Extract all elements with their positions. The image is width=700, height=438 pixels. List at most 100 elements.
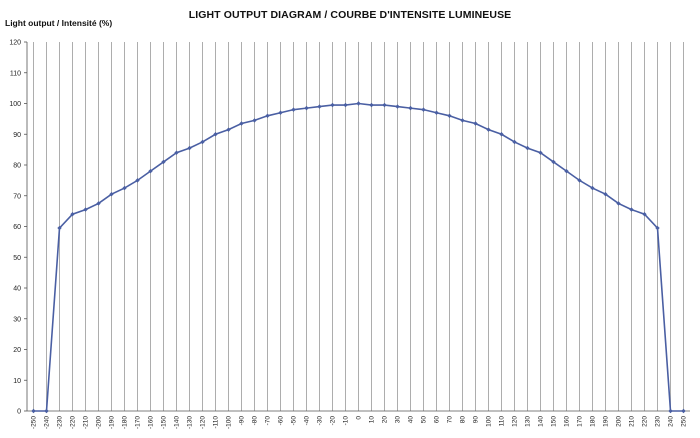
data-point-marker (57, 225, 62, 231)
data-point-marker (356, 101, 361, 106)
y-tick-label: 50 (13, 255, 21, 262)
x-tick-label: -140 (174, 416, 181, 429)
data-point-marker (44, 408, 49, 414)
data-point-marker (70, 212, 75, 217)
data-point-marker (460, 118, 465, 123)
y-tick-label: 0 (17, 409, 21, 416)
data-point-marker (135, 178, 140, 183)
y-tick-label: 70 (13, 193, 21, 200)
x-tick-label: 100 (486, 416, 493, 427)
y-tick-label: 110 (10, 70, 21, 77)
data-point-marker (395, 104, 400, 109)
data-point-marker (447, 113, 452, 118)
data-point-marker (122, 185, 127, 191)
data-point-marker (590, 185, 595, 191)
x-tick-label: -250 (31, 416, 38, 429)
data-point-marker (538, 150, 543, 155)
y-tick-label: 120 (9, 40, 21, 47)
x-tick-label: -170 (135, 416, 142, 429)
data-point-marker (408, 105, 413, 111)
x-tick-label: 230 (655, 416, 662, 427)
axes (24, 41, 690, 412)
x-tick-label: -130 (187, 416, 194, 429)
data-point-marker (369, 102, 374, 108)
x-tick-label: 110 (499, 416, 506, 427)
x-tick-label: -60 (278, 416, 285, 426)
x-tick-label: -120 (200, 416, 207, 429)
data-point-marker (213, 132, 218, 137)
x-tick-label: 120 (512, 416, 519, 427)
x-tick-label: -20 (330, 416, 337, 426)
data-point-marker (291, 107, 296, 112)
data-point-marker (252, 118, 257, 123)
y-tick-label: 90 (13, 132, 21, 139)
data-point-marker (161, 159, 166, 165)
x-tick-label: 60 (434, 416, 441, 424)
x-tick-label: -50 (291, 416, 298, 426)
x-tick-label: 30 (395, 416, 402, 424)
data-point-marker (551, 159, 556, 165)
data-point-marker (317, 104, 322, 109)
x-tick-label: 190 (603, 416, 610, 427)
data-point-marker (642, 212, 647, 217)
y-tick-label: 10 (13, 378, 21, 385)
data-point-marker (681, 408, 686, 414)
x-tick-label: 220 (642, 416, 649, 427)
x-tick-label: -70 (265, 416, 272, 426)
x-tick-label: 0 (356, 416, 363, 420)
y-axis-label: Light output / Intensité (%) (5, 18, 113, 28)
x-tick-label: 20 (382, 416, 389, 424)
data-point-marker (473, 121, 478, 126)
x-tick-label: -90 (239, 416, 246, 426)
data-point-marker (603, 192, 608, 197)
grid-lines (33, 42, 684, 411)
x-tick-label: -160 (148, 416, 155, 429)
y-tick-label: 80 (13, 163, 21, 170)
data-point-marker (83, 207, 88, 212)
y-tick-labels: 0 10 20 30 40 50 60 70 80 90 100 110 120 (9, 40, 21, 416)
data-point-marker (512, 139, 517, 145)
data-point-marker (200, 139, 205, 145)
x-tick-label: 80 (460, 416, 467, 424)
data-point-marker (421, 107, 426, 112)
x-tick-label: -180 (122, 416, 129, 429)
data-point-marker (343, 102, 348, 108)
x-tick-label: 10 (369, 416, 376, 424)
y-tick-label: 40 (13, 286, 21, 293)
x-tick-label: -40 (304, 416, 311, 426)
x-tick-label: -30 (317, 416, 324, 426)
data-point-marker (278, 110, 283, 115)
x-tick-label: -200 (96, 416, 103, 429)
data-point-marker (564, 168, 569, 174)
data-point-marker (187, 145, 192, 151)
data-point-marker (304, 105, 309, 111)
data-point-marker (174, 150, 179, 155)
data-point-marker (239, 121, 244, 126)
data-point-marker (109, 192, 114, 197)
data-point-marker (148, 168, 153, 174)
x-tick-label: -10 (343, 416, 350, 426)
x-tick-label: 250 (681, 416, 688, 427)
x-tick-label: -220 (70, 416, 77, 429)
x-tick-label: -150 (161, 416, 168, 429)
data-point-marker (655, 225, 660, 231)
data-point-marker (31, 408, 36, 414)
data-point-marker (330, 102, 335, 108)
data-point-marker (577, 178, 582, 183)
data-series (31, 101, 686, 414)
data-point-marker (434, 110, 439, 115)
x-tick-label: -210 (83, 416, 90, 429)
x-tick-label: 170 (577, 416, 584, 427)
data-point-marker (265, 113, 270, 118)
data-point-marker (96, 201, 101, 206)
x-tick-label: 210 (629, 416, 636, 427)
data-point-marker (382, 102, 387, 108)
x-tick-label: -100 (226, 416, 233, 429)
x-tick-label: 130 (525, 416, 532, 427)
x-tick-label: -190 (109, 416, 116, 429)
x-tick-label: 140 (538, 416, 545, 427)
x-tick-label: 90 (473, 416, 480, 424)
x-tick-label: 160 (564, 416, 571, 427)
data-point-marker (499, 132, 504, 137)
